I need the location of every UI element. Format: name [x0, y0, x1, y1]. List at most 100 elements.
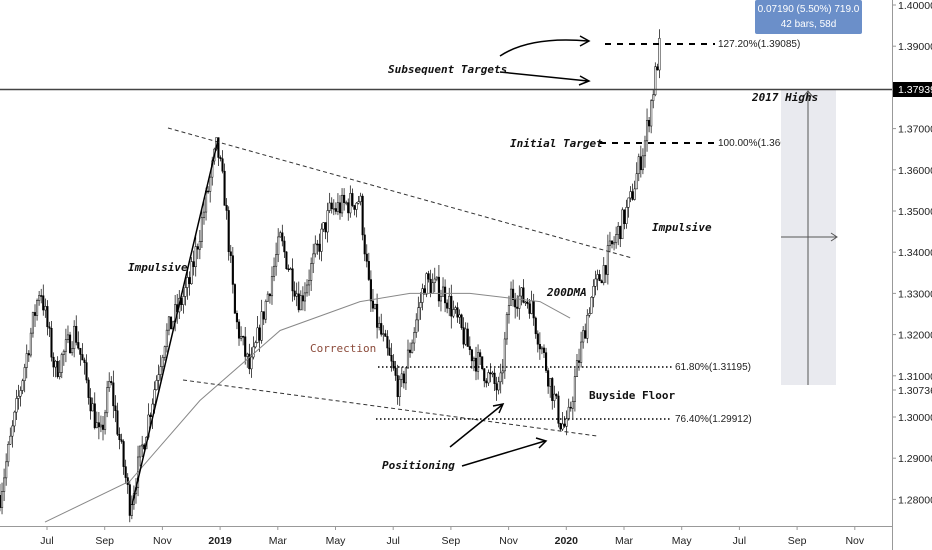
price-axis[interactable]: 1.40000 1.39000 1.37000 1.36000 1.35000 1.340… [892, 0, 932, 506]
correction-label[interactable]: Correction [310, 342, 376, 355]
candle [518, 285, 521, 320]
candle-body [87, 379, 90, 398]
candle [40, 288, 43, 304]
candle-body [371, 300, 375, 309]
candle-body [592, 286, 595, 298]
candle-body [23, 367, 26, 381]
candle [343, 188, 346, 211]
arrowhead-icon [578, 75, 591, 86]
candle [590, 296, 593, 314]
candle [5, 453, 8, 486]
candle [68, 331, 72, 354]
upper-trendline[interactable] [167, 127, 633, 259]
price-tick-label: 1.31000 [898, 371, 932, 383]
candle-body [5, 461, 8, 479]
candle [493, 368, 496, 392]
candle [79, 347, 82, 366]
candle-body [301, 295, 304, 302]
time-tick-label: Nov [845, 535, 864, 547]
candle-body [650, 100, 653, 127]
candle-body [25, 353, 28, 368]
time-axis[interactable]: Jul Sep Nov 2019 Mar May Jul Sep Nov 2020 Mar May Ju… [40, 526, 865, 547]
initial-target-label[interactable]: Initial Target [510, 137, 603, 150]
candle [112, 370, 115, 419]
curved-arrow[interactable] [499, 39, 589, 57]
positioning-label[interactable]: Positioning [382, 459, 455, 472]
candle [557, 391, 560, 428]
price-tick-label: 1.32000 [898, 330, 932, 342]
candle [369, 270, 372, 312]
candle-body [505, 314, 508, 340]
target-arrow[interactable] [499, 71, 589, 82]
candle [221, 150, 224, 174]
candle-body [485, 380, 488, 384]
candle-body [99, 424, 102, 428]
candle [444, 279, 447, 313]
candle [524, 300, 527, 307]
candle-body [402, 373, 405, 384]
candle-body [116, 410, 119, 435]
candle [497, 376, 500, 395]
candle [376, 293, 379, 339]
candle [336, 193, 339, 216]
candle-body [639, 156, 642, 171]
candle [159, 355, 162, 381]
candle [275, 242, 278, 276]
candle [384, 329, 387, 337]
candle-body [380, 323, 383, 335]
candle [320, 223, 323, 262]
highs-2017-label[interactable]: 2017 Highs [751, 91, 818, 104]
subsequent-targets-label[interactable]: Subsequent Targets [388, 63, 507, 76]
candle-body [64, 339, 67, 352]
candle-body [497, 381, 500, 391]
candle-body [291, 268, 294, 292]
candle [108, 372, 111, 392]
candle-body [388, 347, 391, 356]
candle-body [231, 255, 234, 285]
candle-body [522, 287, 525, 303]
candle [279, 230, 282, 238]
candle-body [604, 265, 607, 275]
candle-body [643, 140, 647, 157]
candle-body [400, 373, 403, 380]
candle [38, 290, 41, 306]
impulsive-right-label[interactable]: Impulsive [652, 221, 712, 234]
candle [299, 290, 302, 311]
candle [530, 290, 533, 315]
positioning-arrow-2[interactable] [461, 440, 546, 467]
candle-body [246, 353, 249, 357]
candle [359, 192, 362, 206]
candle-body [118, 434, 121, 440]
lower-trendline[interactable] [182, 379, 598, 437]
candle [316, 239, 319, 255]
candle-body [182, 296, 185, 305]
candle-body [322, 222, 325, 230]
time-tick-label: Mar [615, 535, 634, 547]
impulsive-left-label[interactable]: Impulsive [128, 261, 188, 274]
price-tick-label: 1.33000 [898, 288, 932, 300]
buyside-floor-label[interactable]: Buyside Floor [589, 389, 675, 402]
candle-body [613, 242, 616, 245]
candle [450, 284, 453, 329]
candle [392, 354, 395, 371]
candle [283, 236, 286, 259]
candle-body [520, 287, 523, 297]
positioning-arrow-1[interactable] [449, 404, 503, 448]
candle [341, 188, 344, 217]
candle [246, 352, 249, 368]
price-tick-label: 1.30000 [898, 412, 932, 424]
candle [89, 388, 92, 420]
candle-body [108, 381, 111, 389]
dma-label[interactable]: 200DMA [546, 286, 587, 299]
candle [106, 380, 109, 418]
candle-body [285, 251, 288, 270]
impulse-line[interactable] [131, 139, 219, 506]
candle [371, 288, 375, 312]
candle [606, 234, 609, 285]
candle-body [110, 381, 113, 384]
candle [602, 257, 605, 286]
candle-body [553, 393, 556, 401]
candle-body [252, 346, 255, 358]
